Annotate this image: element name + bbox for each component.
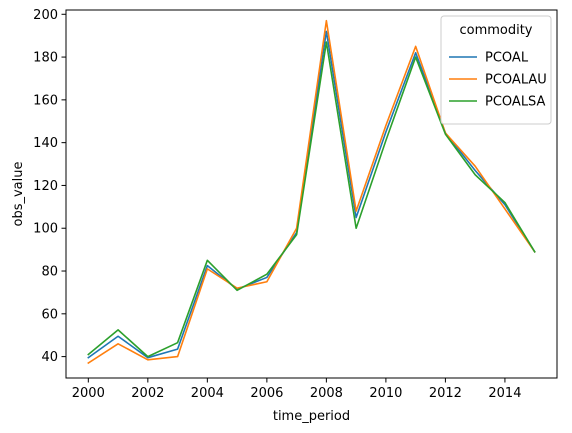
x-tick-label: 2000 <box>72 386 105 401</box>
x-tick-label: 2008 <box>310 386 343 401</box>
y-tick-label: 160 <box>33 93 58 108</box>
y-tick-label: 120 <box>33 179 58 194</box>
legend: commodity PCOAL PCOALAU PCOALSA <box>440 15 552 125</box>
y-tick-label: 140 <box>33 136 58 151</box>
y-tick-label: 40 <box>41 350 58 365</box>
x-tick-label: 2014 <box>488 386 521 401</box>
series-line-pcoalsa <box>87 41 536 358</box>
x-tick-label: 2010 <box>369 386 402 401</box>
x-axis-ticks: 2000 2002 2004 2006 2008 2010 2012 2014 <box>72 378 521 401</box>
y-tick-label: 200 <box>33 8 58 23</box>
y-tick-label: 180 <box>33 51 58 66</box>
axes-frame <box>65 9 558 379</box>
x-tick-label: 2006 <box>250 386 283 401</box>
x-tick-label: 2012 <box>429 386 462 401</box>
y-axis-label: obs_value <box>11 162 26 227</box>
series-line-pcoalau <box>87 19 536 365</box>
legend-label-pcoalsa: PCOALSA <box>485 95 546 110</box>
y-tick-label: 80 <box>41 265 58 280</box>
series-line-pcoal <box>87 30 536 359</box>
legend-box <box>440 15 552 125</box>
x-axis-label: time_period <box>273 409 350 424</box>
series-lines <box>87 19 536 365</box>
y-axis-ticks: 40 60 80 100 120 140 160 180 200 <box>33 8 66 365</box>
y-tick-label: 60 <box>41 307 58 322</box>
x-tick-label: 2002 <box>131 386 164 401</box>
legend-title: commodity <box>459 23 532 38</box>
legend-label-pcoal: PCOAL <box>485 51 529 66</box>
y-tick-label: 100 <box>33 222 58 237</box>
legend-label-pcoalau: PCOALAU <box>485 73 547 88</box>
x-tick-label: 2004 <box>191 386 224 401</box>
